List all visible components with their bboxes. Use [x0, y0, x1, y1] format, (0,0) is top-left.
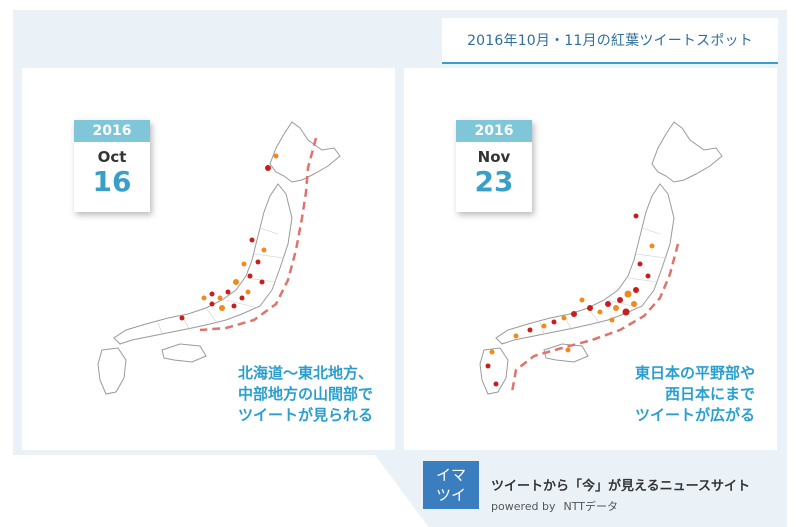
- powered-by-label: powered by: [491, 500, 556, 513]
- honshu-outline: [113, 183, 293, 345]
- hokkaido-outline: [651, 121, 723, 183]
- calendar-year: 2016: [456, 120, 532, 142]
- caption-line: 西日本にまで: [664, 385, 755, 403]
- shikoku-outline: [161, 343, 207, 363]
- date-calendar-nov: 2016 Nov 23: [456, 120, 532, 212]
- tweet-dots-oct: [179, 153, 279, 321]
- logo-line: ツイ: [435, 486, 466, 504]
- page-title-text: 2016年10月・11月の紅葉ツイートスポット: [467, 33, 753, 49]
- calendar-month: Nov: [477, 148, 511, 166]
- november-panel: 2016 Nov 23 東日本の平野部や 西日本にまで ツイートが広がる: [404, 68, 777, 450]
- caption-line: ツイートが広がる: [634, 406, 755, 424]
- honshu-outline: [495, 183, 675, 345]
- front-line-oct: [199, 137, 318, 332]
- calendar-day: 23: [474, 165, 514, 198]
- company-name: NTTデータ: [563, 500, 618, 513]
- october-panel: 2016 Oct 16 北海道～東北地方、 中部地方の山間部で ツイートが見られ…: [22, 68, 395, 450]
- shikoku-outline: [543, 343, 589, 363]
- hokkaido-outline: [269, 121, 341, 183]
- caption-line: 北海道～東北地方、: [237, 364, 373, 382]
- calendar-day: 16: [92, 165, 132, 198]
- calendar-month: Oct: [97, 148, 127, 166]
- kyushu-outline: [97, 347, 127, 395]
- japan-map-nov: [479, 121, 723, 395]
- caption-oct: 北海道～東北地方、 中部地方の山間部で ツイートが見られる: [238, 363, 373, 426]
- caption-nov: 東日本の平野部や 西日本にまで ツイートが広がる: [635, 363, 755, 426]
- caption-line: 東日本の平野部や: [634, 364, 755, 382]
- page-title: 2016年10月・11月の紅葉ツイートスポット: [442, 18, 778, 64]
- japan-map-oct: [97, 121, 341, 395]
- caption-line: ツイートが見られる: [237, 406, 373, 424]
- site-tagline: ツイートから「今」が見えるニュースサイト: [491, 479, 750, 494]
- caption-line: 中部地方の山間部で: [237, 385, 373, 403]
- kyushu-outline: [479, 347, 509, 395]
- logo-line: イマ: [435, 466, 466, 484]
- front-line-nov: [510, 243, 680, 393]
- calendar-year: 2016: [74, 120, 150, 142]
- date-calendar-oct: 2016 Oct 16: [74, 120, 150, 212]
- powered-by: powered by NTTデータ: [491, 498, 618, 514]
- tweet-dots-nov: [485, 213, 655, 387]
- imatsui-logo[interactable]: イマ ツイ: [423, 461, 479, 509]
